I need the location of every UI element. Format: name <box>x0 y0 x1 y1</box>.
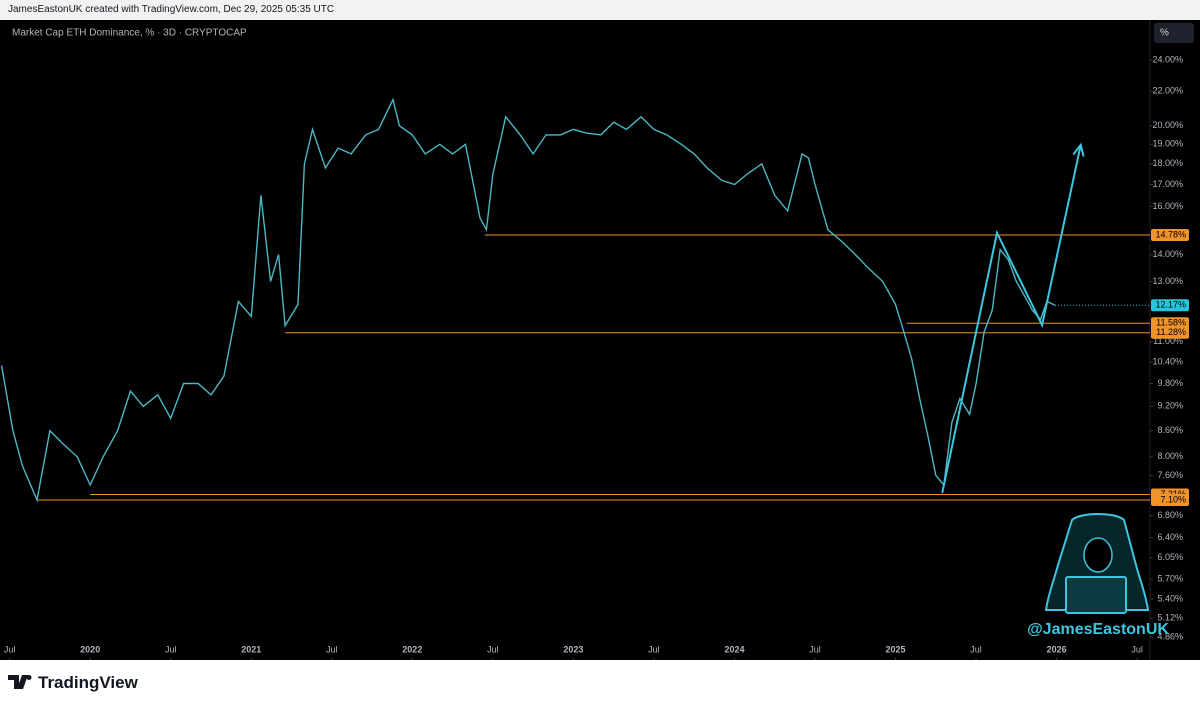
chart: Market Cap ETH Dominance, % · 3D · CRYPT… <box>0 20 1200 660</box>
brand-text: TradingView <box>38 673 138 692</box>
x-tick-label: 2020 <box>80 644 100 654</box>
y-tick-label: 18.00% <box>1152 158 1183 168</box>
x-tick-label: Jul <box>809 644 821 654</box>
price-label-box <box>1151 493 1189 506</box>
price-label: 11.58% <box>1156 318 1186 328</box>
price-label: 14.78% <box>1155 229 1186 239</box>
y-tick-label: 6.80% <box>1157 510 1183 520</box>
header-bar: JamesEastonUK created with TradingView.c… <box>0 0 1200 20</box>
price-label: 7.21% <box>1160 489 1186 499</box>
price-label: 7.10% <box>1160 494 1186 504</box>
price-label-box <box>1151 299 1189 312</box>
y-tick-label: 6.40% <box>1157 532 1183 542</box>
y-tick-label: 9.20% <box>1157 401 1183 411</box>
y-tick-label: 20.00% <box>1152 120 1183 130</box>
logo-shape <box>8 675 32 689</box>
y-tick-label: 22.00% <box>1152 86 1183 96</box>
y-tick-label: 11.00% <box>1153 336 1183 346</box>
header-text: JamesEastonUK created with TradingView.c… <box>8 4 335 15</box>
y-tick-label: 6.05% <box>1157 552 1183 562</box>
x-tick-label: 2022 <box>402 644 422 654</box>
y-tick-label: 9.80% <box>1157 378 1183 388</box>
x-tick-label: Jul <box>326 644 338 654</box>
trend-drawing <box>941 144 1082 494</box>
x-tick-label: 2024 <box>724 644 744 654</box>
watermark-text: @JamesEastonUK <box>1027 621 1169 638</box>
watermark: @JamesEastonUK <box>1027 513 1169 638</box>
price-label: 11.28% <box>1156 327 1186 337</box>
price-label-box <box>1151 317 1189 330</box>
brand-logo <box>8 675 32 689</box>
x-tick-label: Jul <box>4 644 16 654</box>
y-tick-label: 5.12% <box>1157 613 1183 623</box>
price-label: 12.17% <box>1155 300 1186 310</box>
laptop <box>1065 576 1127 614</box>
y-tick-label: 4.86% <box>1157 631 1183 641</box>
x-tick-label: 2026 <box>1047 644 1067 654</box>
x-tick-label: 2021 <box>241 644 261 654</box>
footer-bar: TradingView <box>0 660 1200 704</box>
unit-button-label[interactable]: % <box>1160 28 1169 39</box>
y-tick-label: 16.00% <box>1152 201 1183 211</box>
x-tick-label: Jul <box>165 644 177 654</box>
x-tick-label: 2025 <box>886 644 906 654</box>
x-tick-label: Jul <box>487 644 499 654</box>
y-tick-label: 8.60% <box>1157 425 1183 435</box>
unit-button[interactable] <box>1154 23 1194 43</box>
arrow-head <box>1072 142 1085 157</box>
y-tick-label: 17.00% <box>1152 179 1183 189</box>
price-line <box>0 97 1056 503</box>
y-tick-label: 14.00% <box>1152 249 1183 259</box>
x-tick-label: Jul <box>1131 644 1143 654</box>
y-tick-label: 13.00% <box>1152 276 1183 286</box>
chart-title: Market Cap ETH Dominance, % · 3D · CRYPT… <box>12 28 247 39</box>
y-tick-label: 10.40% <box>1152 356 1183 366</box>
price-label-box <box>1151 326 1189 339</box>
y-tick-label: 5.40% <box>1157 593 1183 603</box>
face <box>1083 537 1113 573</box>
price-label-box <box>1151 229 1189 242</box>
y-tick-label: 7.60% <box>1157 470 1183 480</box>
y-tick-label: 5.70% <box>1157 574 1183 584</box>
chart-background <box>0 20 1200 660</box>
x-tick-label: 2023 <box>563 644 583 654</box>
y-tick-label: 8.00% <box>1157 451 1183 461</box>
x-tick-label: Jul <box>970 644 982 654</box>
y-tick-label: 24.00% <box>1152 54 1183 64</box>
x-tick-label: Jul <box>648 644 660 654</box>
y-tick-label: 19.00% <box>1152 139 1183 149</box>
